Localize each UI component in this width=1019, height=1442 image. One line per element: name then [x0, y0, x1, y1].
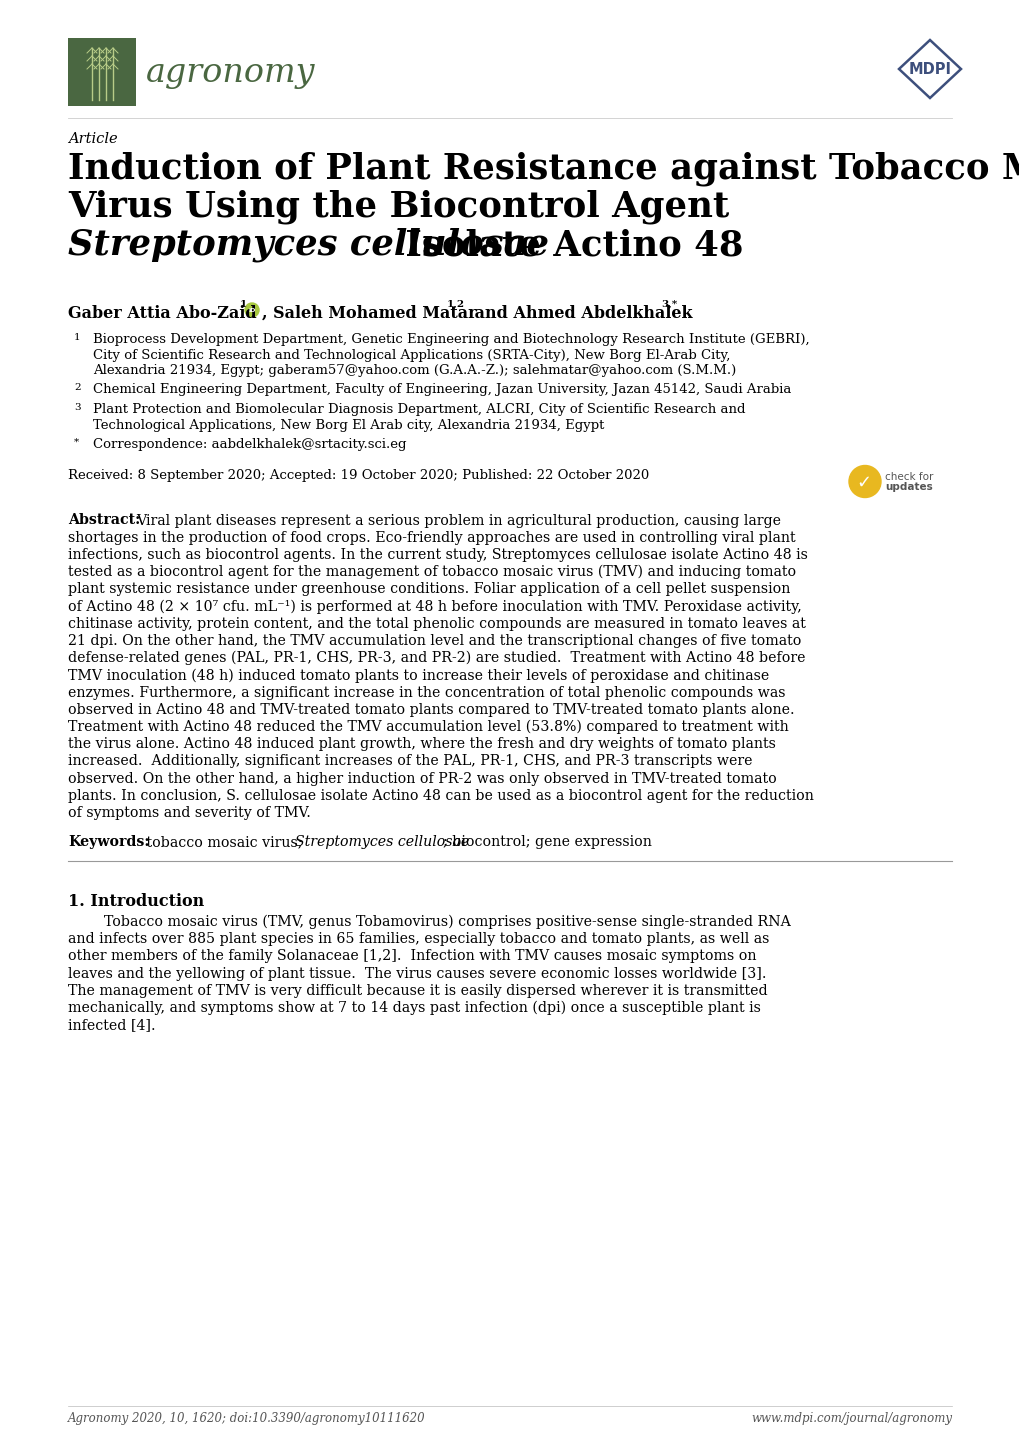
Text: plant systemic resistance under greenhouse conditions. Foliar application of a c: plant systemic resistance under greenhou… — [68, 583, 790, 597]
Text: 2: 2 — [74, 384, 81, 392]
Text: increased.  Additionally, significant increases of the PAL, PR-1, CHS, and PR-3 : increased. Additionally, significant inc… — [68, 754, 752, 769]
Text: observed in Actino 48 and TMV-treated tomato plants compared to TMV-treated toma: observed in Actino 48 and TMV-treated to… — [68, 702, 794, 717]
Text: 21 dpi. On the other hand, the TMV accumulation level and the transcriptional ch: 21 dpi. On the other hand, the TMV accum… — [68, 634, 801, 647]
Text: 1. Introduction: 1. Introduction — [68, 893, 204, 910]
Text: tested as a biocontrol agent for the management of tobacco mosaic virus (TMV) an: tested as a biocontrol agent for the man… — [68, 565, 796, 580]
Text: Correspondence: aabdelkhalek@srtacity.sci.eg: Correspondence: aabdelkhalek@srtacity.sc… — [93, 438, 407, 451]
Text: other members of the family Solanaceae [1,2].  Infection with TMV causes mosaic : other members of the family Solanaceae [… — [68, 949, 756, 963]
Text: observed. On the other hand, a higher induction of PR-2 was only observed in TMV: observed. On the other hand, a higher in… — [68, 771, 776, 786]
Text: defense-related genes (PAL, PR-1, CHS, PR-3, and PR-2) are studied.  Treatment w: defense-related genes (PAL, PR-1, CHS, P… — [68, 652, 805, 666]
Text: 1: 1 — [74, 333, 81, 342]
Text: shortages in the production of food crops. Eco-friendly approaches are used in c: shortages in the production of food crop… — [68, 531, 795, 545]
Text: Plant Protection and Biomolecular Diagnosis Department, ALCRI, City of Scientifi: Plant Protection and Biomolecular Diagno… — [93, 402, 745, 415]
Text: 3,*: 3,* — [660, 300, 677, 309]
Text: ; biocontrol; gene expression: ; biocontrol; gene expression — [442, 835, 651, 849]
Text: 3: 3 — [74, 402, 81, 412]
Text: Bioprocess Development Department, Genetic Engineering and Biotechnology Researc: Bioprocess Development Department, Genet… — [93, 333, 809, 346]
Text: Streptomyces cellulosae: Streptomyces cellulosae — [294, 835, 469, 849]
Circle shape — [245, 303, 259, 317]
Text: of Actino 48 (2 × 10⁷ cfu. mL⁻¹) is performed at 48 h before inoculation with TM: of Actino 48 (2 × 10⁷ cfu. mL⁻¹) is perf… — [68, 600, 801, 614]
Text: and Ahmed Abdelkhalek: and Ahmed Abdelkhalek — [469, 306, 692, 322]
Text: leaves and the yellowing of plant tissue.  The virus causes severe economic loss: leaves and the yellowing of plant tissue… — [68, 966, 765, 981]
Text: Induction of Plant Resistance against Tobacco Mosaic: Induction of Plant Resistance against To… — [68, 151, 1019, 186]
Circle shape — [848, 466, 880, 497]
Text: *: * — [74, 438, 79, 447]
Text: Virus Using the Biocontrol Agent: Virus Using the Biocontrol Agent — [68, 190, 729, 225]
Text: Article: Article — [68, 133, 117, 146]
FancyBboxPatch shape — [68, 37, 136, 107]
Text: Streptomyces cellulosae: Streptomyces cellulosae — [68, 228, 548, 262]
Text: MDPI: MDPI — [908, 62, 951, 78]
Text: iD: iD — [248, 307, 256, 313]
Text: Tobacco mosaic virus (TMV, genus Tobamovirus) comprises positive-sense single-st: Tobacco mosaic virus (TMV, genus Tobamov… — [104, 916, 790, 930]
Text: Isolate Actino 48: Isolate Actino 48 — [392, 228, 743, 262]
Text: the virus alone. Actino 48 induced plant growth, where the fresh and dry weights: the virus alone. Actino 48 induced plant… — [68, 737, 775, 751]
Text: updates: updates — [884, 482, 931, 492]
Text: Technological Applications, New Borg El Arab city, Alexandria 21934, Egypt: Technological Applications, New Borg El … — [93, 418, 604, 431]
Text: chitinase activity, protein content, and the total phenolic compounds are measur: chitinase activity, protein content, and… — [68, 617, 805, 630]
Text: Alexandria 21934, Egypt; gaberam57@yahoo.com (G.A.A.-Z.); salehmatar@yahoo.com (: Alexandria 21934, Egypt; gaberam57@yahoo… — [93, 363, 736, 376]
Text: mechanically, and symptoms show at 7 to 14 days past infection (dpi) once a susc: mechanically, and symptoms show at 7 to … — [68, 1001, 760, 1015]
Text: Viral plant diseases represent a serious problem in agricultural production, cau: Viral plant diseases represent a serious… — [136, 513, 781, 528]
Text: tobacco mosaic virus;: tobacco mosaic virus; — [142, 835, 307, 849]
Text: agronomy: agronomy — [146, 58, 315, 89]
Text: Abstract:: Abstract: — [68, 513, 141, 528]
Text: infections, such as biocontrol agents. In the current study, Streptomyces cellul: infections, such as biocontrol agents. I… — [68, 548, 807, 562]
Text: and infects over 885 plant species in 65 families, especially tobacco and tomato: and infects over 885 plant species in 65… — [68, 933, 768, 946]
Text: TMV inoculation (48 h) induced tomato plants to increase their levels of peroxid: TMV inoculation (48 h) induced tomato pl… — [68, 668, 768, 682]
Text: 1,2: 1,2 — [446, 300, 465, 309]
Text: Gaber Attia Abo-Zaid: Gaber Attia Abo-Zaid — [68, 306, 257, 322]
Text: enzymes. Furthermore, a significant increase in the concentration of total pheno: enzymes. Furthermore, a significant incr… — [68, 685, 785, 699]
Text: Chemical Engineering Department, Faculty of Engineering, Jazan University, Jazan: Chemical Engineering Department, Faculty… — [93, 384, 791, 397]
Text: infected [4].: infected [4]. — [68, 1018, 156, 1032]
Text: Agronomy 2020, 10, 1620; doi:10.3390/agronomy10111620: Agronomy 2020, 10, 1620; doi:10.3390/agr… — [68, 1412, 425, 1425]
Text: Treatment with Actino 48 reduced the TMV accumulation level (53.8%) compared to : Treatment with Actino 48 reduced the TMV… — [68, 720, 788, 734]
Text: The management of TMV is very difficult because it is easily dispersed wherever : The management of TMV is very difficult … — [68, 983, 767, 998]
Text: plants. In conclusion, S. cellulosae isolate Actino 48 can be used as a biocontr: plants. In conclusion, S. cellulosae iso… — [68, 789, 813, 803]
Text: www.mdpi.com/journal/agronomy: www.mdpi.com/journal/agronomy — [750, 1412, 951, 1425]
Text: City of Scientific Research and Technological Applications (SRTA-City), New Borg: City of Scientific Research and Technolo… — [93, 349, 730, 362]
Text: ✓: ✓ — [856, 473, 870, 492]
Text: , Saleh Mohamed Matar: , Saleh Mohamed Matar — [262, 306, 476, 322]
Text: of symptoms and severity of TMV.: of symptoms and severity of TMV. — [68, 806, 311, 820]
Text: Received: 8 September 2020; Accepted: 19 October 2020; Published: 22 October 202: Received: 8 September 2020; Accepted: 19… — [68, 470, 649, 483]
Text: Keywords:: Keywords: — [68, 835, 150, 849]
Text: check for: check for — [884, 472, 932, 482]
Text: 1: 1 — [239, 300, 247, 309]
